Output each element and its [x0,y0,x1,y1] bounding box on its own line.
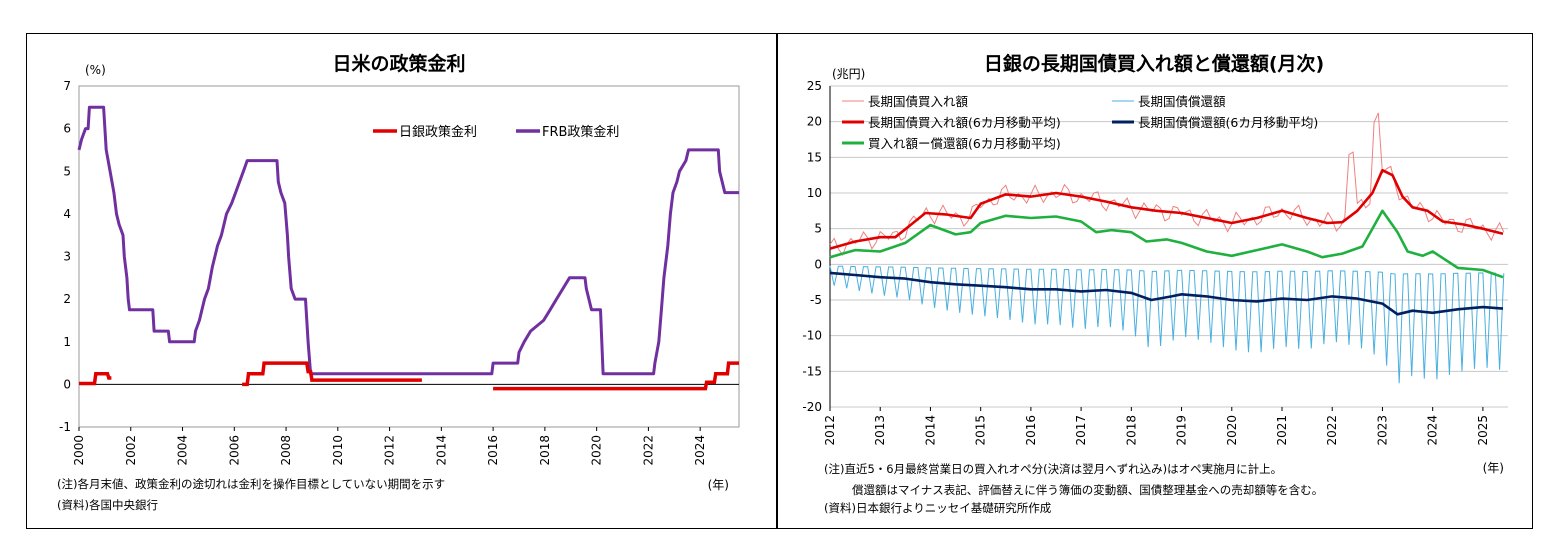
x-tick-label: 2016 [1024,415,1038,446]
chart-title: 日銀の長期国債買入れ額と償還額(月次) [984,52,1324,75]
x-tick-label: 2016 [486,435,500,466]
y-tick-label: 10 [807,186,822,200]
x-axis-unit: (年) [1483,461,1504,475]
y-tick-label: -1 [59,420,71,434]
x-tick-label: 2019 [1175,415,1189,446]
x-tick-label: 2004 [176,435,190,466]
legend-purchase-label: 長期国債買入れ額 [868,94,969,109]
right-note-1: (注)直近5・6月最終営業日の買入れオペ分(決済は翌月へずれ込み)はオペ実施月に… [824,462,1283,476]
purchase-monthly-line [829,112,1505,256]
y-tick-label: -5 [810,293,822,307]
legend-purchase-ma-label: 長期国債買入れ額(6カ月移動平均) [868,115,1061,130]
left-source: (資料)各国中央銀行 [57,498,158,512]
y-tick-label: 3 [63,250,71,264]
x-tick-label: 2014 [923,415,937,446]
x-tick-label: 2017 [1074,415,1088,446]
boj-rate-line [242,361,422,387]
x-tick-label: 2014 [434,435,448,466]
x-tick-label: 2022 [1325,415,1339,446]
y-axis-unit: (兆円) [832,67,865,81]
x-tick-label: 2025 [1476,415,1490,446]
plot-area [78,85,740,428]
x-tick-label: 2010 [331,435,345,466]
x-tick-label: 2018 [538,435,552,466]
boj-rate-line [493,361,739,391]
legend-redemption-ma-label: 長期国債償還額(6カ月移動平均) [1138,115,1318,130]
x-tick-label: 2021 [1275,415,1289,446]
x-tick-label: 2024 [693,435,707,466]
x-tick-label: 2024 [1426,415,1440,446]
y-tick-label: 2 [63,292,71,306]
legend-frb-label: FRB政策金利 [542,124,619,140]
legend-net-ma-label: 買入れ額ー償還額(6カ月移動平均) [868,136,1061,151]
y-tick-label: 15 [807,150,822,164]
y-tick-label: 20 [807,115,822,129]
legend-redemption-label: 長期国債償還額 [1138,94,1226,109]
x-tick-label: 2006 [227,435,241,466]
y-tick-label: 1 [63,335,71,349]
boj-rate-line [79,371,112,386]
left-chart-panel: 日米の政策金利 (%) (年) 7 6 5 4 3 2 1 0 -1 2000 2002 2004 2006 2… [26,33,777,529]
x-tick-label: 2012 [823,415,837,446]
x-tick-label: 2008 [279,435,293,466]
y-tick-label: 0 [63,377,71,391]
y-tick-label: 6 [63,122,71,136]
right-note-2: 償還額はマイナス表記、評価替えに伴う簿価の変動額、国債整理基金への売却額等を含む… [852,483,1324,497]
left-note: (注)各月末値、政策金利の途切れは金利を操作目標としていない期間を示す [57,477,446,491]
purchase-ma-line [829,168,1504,250]
right-chart-panel: 25 20 15 10 5 0 -5 -10 -15 -20 日銀の長期国債買入れ額と償還額(月次)… [777,33,1533,529]
x-tick-label: 2000 [72,435,86,466]
y-tick-label: 7 [63,79,71,93]
y-tick-label: -20 [802,400,822,414]
net-ma-line [829,209,1504,279]
x-tick-label: 2013 [873,415,887,446]
y-tick-label: -10 [802,329,822,343]
x-tick-label: 2015 [974,415,988,446]
x-tick-label: 2012 [383,435,397,466]
x-tick-label: 2020 [590,435,604,466]
redemption-monthly-line [829,265,1505,384]
y-tick-label: -15 [802,364,822,378]
redemption-ma-line [829,271,1504,316]
y-tick-label: 4 [63,207,71,221]
jgb-purchase-chart: 2520151050-5-10-15-20日銀の長期国債買入れ額と償還額(月次)… [802,52,1508,475]
x-tick-label: 2023 [1375,415,1389,446]
y-tick-label: 25 [807,79,822,93]
y-axis-unit: (%) [85,63,106,77]
right-source: (資料)日本銀行よりニッセイ基礎研究所作成 [824,501,1052,515]
x-tick-label: 2020 [1225,415,1239,446]
y-tick-label: 0 [814,257,822,271]
x-axis-unit: (年) [708,478,729,492]
frb-rate-line [77,105,739,376]
chart-title: 日米の政策金利 [332,52,465,75]
y-tick-label: 5 [63,164,71,178]
y-tick-label: 5 [814,222,822,236]
legend-boj-label: 日銀政策金利 [399,124,477,140]
x-tick-label: 2022 [641,435,655,466]
x-tick-label: 2018 [1124,415,1138,446]
x-tick-label: 2002 [124,435,138,466]
